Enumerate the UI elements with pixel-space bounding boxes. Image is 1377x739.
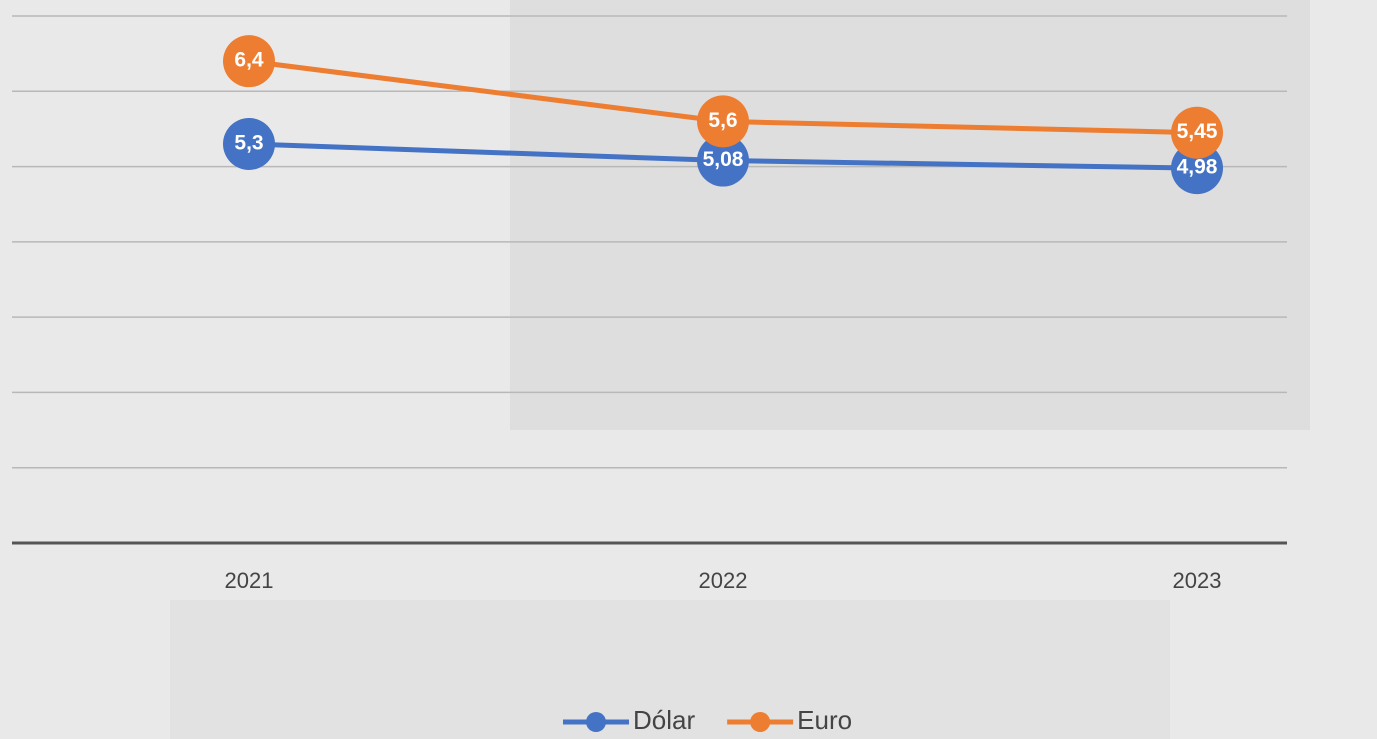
legend-label: Euro (797, 705, 852, 735)
data-label: 4,98 (1177, 156, 1218, 179)
marker (223, 35, 275, 88)
marker (697, 95, 749, 148)
data-label: 5,45 (1177, 120, 1218, 143)
marker (697, 134, 749, 187)
legend-label: Dólar (633, 705, 695, 735)
marker (223, 117, 275, 170)
marker (1171, 106, 1223, 159)
x-tick-label: 2022 (699, 568, 748, 593)
data-label: 6,4 (234, 49, 264, 72)
legend-marker (586, 712, 606, 732)
data-label: 5,08 (703, 148, 744, 171)
background-photo (510, 0, 1310, 430)
data-label: 5,3 (234, 132, 263, 155)
data-label: 5,6 (708, 109, 737, 132)
legend-marker (750, 712, 771, 732)
background-photo (170, 600, 1170, 739)
x-tick-label: 2023 (1173, 568, 1222, 593)
x-tick-label: 2021 (225, 568, 274, 593)
